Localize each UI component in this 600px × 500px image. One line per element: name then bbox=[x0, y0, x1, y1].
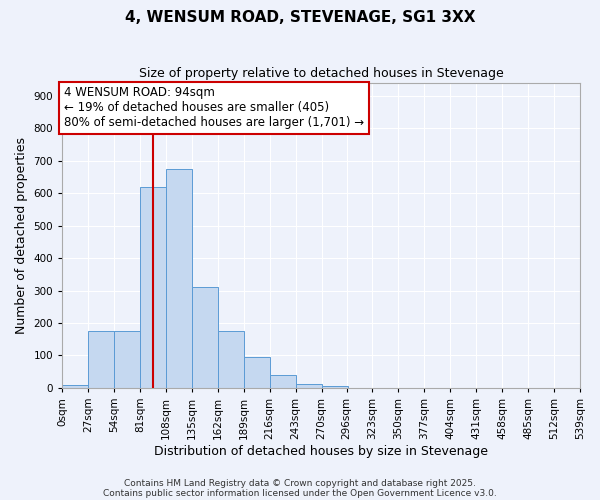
Bar bbox=[166, 169, 192, 388]
Text: 4, WENSUM ROAD, STEVENAGE, SG1 3XX: 4, WENSUM ROAD, STEVENAGE, SG1 3XX bbox=[125, 10, 475, 25]
Text: 4 WENSUM ROAD: 94sqm
← 19% of detached houses are smaller (405)
80% of semi-deta: 4 WENSUM ROAD: 94sqm ← 19% of detached h… bbox=[64, 86, 364, 130]
Bar bbox=[114, 331, 140, 388]
Bar bbox=[88, 331, 114, 388]
Bar bbox=[218, 331, 244, 388]
Title: Size of property relative to detached houses in Stevenage: Size of property relative to detached ho… bbox=[139, 68, 503, 80]
X-axis label: Distribution of detached houses by size in Stevenage: Distribution of detached houses by size … bbox=[154, 444, 488, 458]
Bar bbox=[192, 288, 218, 388]
Bar bbox=[62, 384, 88, 388]
Bar bbox=[140, 187, 166, 388]
Text: Contains HM Land Registry data © Crown copyright and database right 2025.: Contains HM Land Registry data © Crown c… bbox=[124, 478, 476, 488]
Y-axis label: Number of detached properties: Number of detached properties bbox=[15, 137, 28, 334]
Text: Contains public sector information licensed under the Open Government Licence v3: Contains public sector information licen… bbox=[103, 488, 497, 498]
Bar bbox=[322, 386, 347, 388]
Bar bbox=[244, 357, 270, 388]
Bar bbox=[270, 375, 296, 388]
Bar bbox=[296, 384, 322, 388]
